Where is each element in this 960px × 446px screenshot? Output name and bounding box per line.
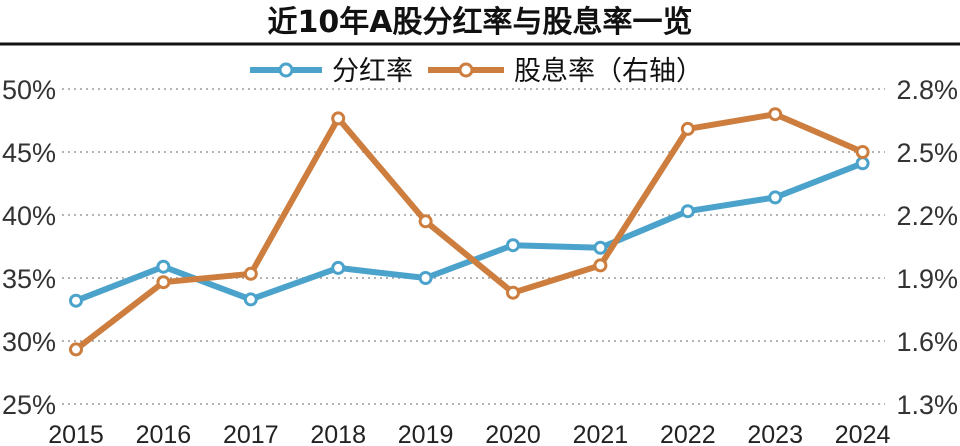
y-right-tick-label: 1.3%: [896, 390, 958, 420]
legend: 分红率 股息率（右轴）: [250, 56, 703, 87]
legend-label-0: 分红率: [332, 56, 413, 87]
y-left-tick-label: 45%: [2, 138, 56, 168]
x-tick-label: 2018: [310, 421, 366, 446]
series-0-point: [680, 204, 695, 219]
y-right-tick-label: 2.2%: [896, 201, 958, 231]
series-1-point: [768, 107, 783, 122]
y-right-tick-label: 1.9%: [896, 264, 958, 294]
y-right-tick-label: 2.5%: [896, 138, 958, 168]
series-layer: [69, 107, 870, 357]
series-0-point: [418, 271, 433, 285]
x-tick-label: 2016: [136, 421, 192, 446]
gridlines: [62, 88, 885, 405]
x-tick-label: 2022: [660, 421, 716, 446]
y-left-tick-label: 50%: [2, 75, 56, 105]
series-1-point: [680, 121, 695, 136]
series-1-point: [855, 145, 870, 159]
y-right-tick-label: 1.6%: [896, 327, 958, 357]
y-axis-right: 2.8% 2.5% 2.2% 1.9% 1.6% 1.3%: [896, 75, 958, 420]
series-1-point: [243, 266, 258, 281]
series-1-point: [156, 275, 171, 290]
series-0-point: [156, 259, 171, 274]
x-tick-label: 2017: [223, 421, 279, 446]
legend-item-1: 股息率（右轴）: [428, 56, 703, 87]
series-0-point: [331, 260, 346, 275]
x-tick-label: 2023: [747, 421, 803, 446]
series-0-point: [506, 238, 520, 253]
y-left-tick-label: 30%: [2, 327, 56, 357]
series-1-point: [418, 214, 433, 229]
series-0-point: [768, 190, 783, 205]
series-line-1: [73, 111, 866, 353]
y-axis-left: 50% 45% 40% 35% 30% 25%: [2, 75, 56, 420]
series-0-point: [69, 293, 83, 308]
series-0-point: [855, 156, 870, 171]
y-left-tick-label: 40%: [2, 201, 56, 231]
y-left-tick-label: 25%: [2, 390, 56, 420]
legend-label-1: 股息率（右轴）: [514, 56, 703, 87]
series-1-point: [69, 342, 83, 357]
x-tick-label: 2024: [835, 421, 891, 446]
series-1-point: [331, 111, 346, 126]
series-0-point: [243, 292, 258, 307]
series-0-point: [593, 240, 608, 255]
x-tick-label: 2015: [48, 421, 104, 446]
x-tick-label: 2020: [485, 421, 541, 446]
x-tick-label: 2019: [398, 421, 454, 446]
x-axis: 2015 2016 2017 2018 2019 2020 2021 2022 2023 2024: [48, 421, 890, 446]
legend-item-0: 分红率: [250, 56, 413, 87]
x-tick-label: 2021: [573, 421, 629, 446]
y-right-tick-label: 2.8%: [896, 75, 958, 105]
y-left-tick-label: 35%: [2, 264, 56, 294]
chart-title: 近10年A股分红率与股息率一览: [268, 5, 693, 40]
series-1-point: [593, 258, 608, 273]
series-1-point: [506, 285, 520, 300]
series-line-0: [73, 160, 866, 304]
